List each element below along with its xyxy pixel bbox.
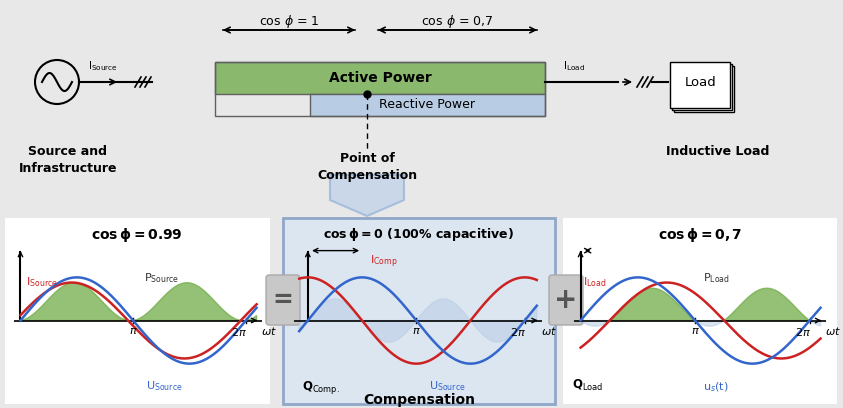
- Text: $\mathbf{cos\,\phi = 0.99}$: $\mathbf{cos\,\phi = 0.99}$: [91, 226, 183, 244]
- Text: $\mathbf{cos\,\phi = 0,7}$: $\mathbf{cos\,\phi = 0,7}$: [658, 226, 742, 244]
- Text: $2\pi$: $2\pi$: [231, 326, 247, 338]
- Text: $2\pi$: $2\pi$: [795, 326, 811, 338]
- Text: U$_{\rm Source}$: U$_{\rm Source}$: [146, 379, 183, 393]
- Text: U$_{\rm Source}$: U$_{\rm Source}$: [428, 379, 465, 393]
- Text: P$_{\rm Load}$: P$_{\rm Load}$: [703, 271, 729, 285]
- Text: Compensation: Compensation: [363, 393, 475, 407]
- Text: Inductive Load: Inductive Load: [666, 145, 770, 158]
- Text: $\pi$: $\pi$: [129, 326, 137, 336]
- Bar: [563, 218, 837, 404]
- FancyBboxPatch shape: [549, 275, 583, 325]
- Text: Active Power: Active Power: [329, 71, 432, 85]
- Text: =: =: [272, 288, 293, 312]
- Text: $\pi$: $\pi$: [690, 326, 700, 336]
- Text: u$_s$(t): u$_s$(t): [703, 381, 728, 394]
- Text: I$_{\rm Load}$: I$_{\rm Load}$: [563, 59, 585, 73]
- Bar: [310, 94, 545, 116]
- Text: Reactive Power: Reactive Power: [379, 98, 475, 111]
- Text: cos $\phi$ = 0,7: cos $\phi$ = 0,7: [421, 13, 493, 31]
- Bar: [672, 64, 732, 110]
- Text: +: +: [555, 286, 577, 314]
- FancyBboxPatch shape: [266, 275, 300, 325]
- Text: $\omega t$: $\omega t$: [261, 325, 277, 337]
- Text: Source and
Infrastructure: Source and Infrastructure: [19, 145, 117, 175]
- Text: $\omega t$: $\omega t$: [541, 325, 557, 337]
- Text: Point of
Compensation: Point of Compensation: [317, 152, 417, 182]
- Text: $\omega t$: $\omega t$: [825, 325, 841, 337]
- Text: $\mathbf{cos\,\phi = 0}$ (100% capacitive): $\mathbf{cos\,\phi = 0}$ (100% capacitiv…: [324, 226, 514, 243]
- Bar: [674, 66, 734, 112]
- Bar: [670, 62, 730, 108]
- Text: Q$_{\rm Load}$: Q$_{\rm Load}$: [572, 377, 604, 392]
- Text: cos $\phi$ = 1: cos $\phi$ = 1: [259, 13, 319, 31]
- Text: I$_{\rm Comp}$: I$_{\rm Comp}$: [370, 254, 398, 270]
- Text: Load: Load: [685, 77, 717, 89]
- Bar: [215, 62, 545, 94]
- Bar: [283, 218, 555, 404]
- Text: I$_{\rm Source}$: I$_{\rm Source}$: [26, 276, 57, 289]
- Text: I$_{\rm Source}$: I$_{\rm Source}$: [88, 59, 118, 73]
- Text: $2\pi$: $2\pi$: [510, 326, 526, 338]
- Bar: [215, 62, 545, 116]
- Bar: [5, 218, 270, 404]
- Polygon shape: [330, 175, 404, 216]
- Text: Q$_{\rm Comp.}$: Q$_{\rm Comp.}$: [302, 379, 340, 397]
- Text: $\pi$: $\pi$: [412, 326, 421, 336]
- Text: I$_{\rm Load}$: I$_{\rm Load}$: [583, 276, 607, 289]
- Text: P$_{\rm Source}$: P$_{\rm Source}$: [144, 272, 180, 286]
